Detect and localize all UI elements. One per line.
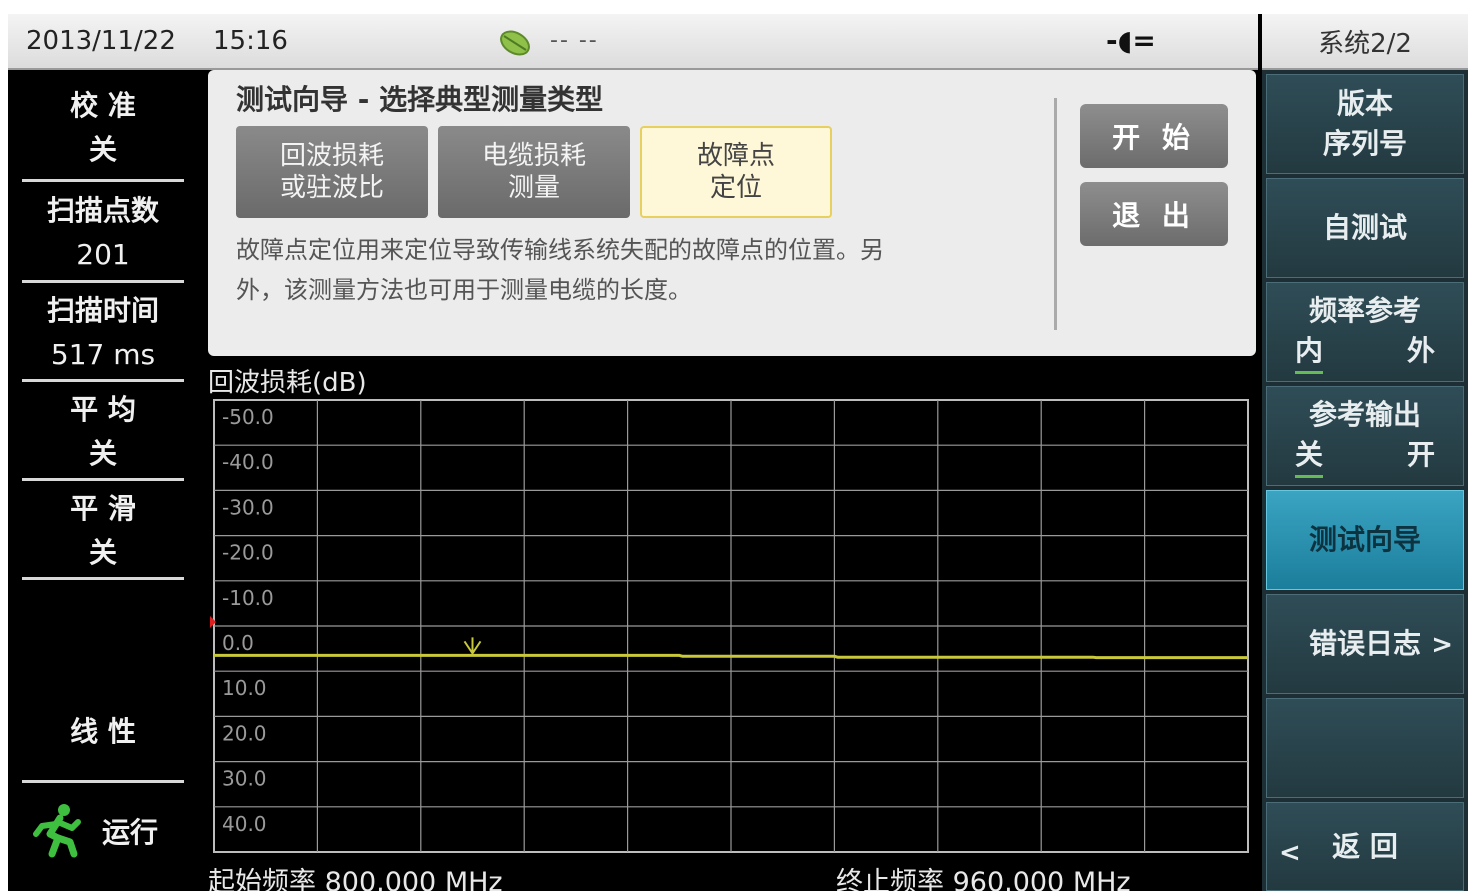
self-test-softkey[interactable]: 自测试 <box>1266 178 1464 278</box>
error-log-softkey[interactable]: 错误日志 > <box>1266 594 1464 694</box>
parameter-panel: 校 准 关 扫描点数 201 扫描时间 517 ms 平 均 关 平 滑 关 线… <box>8 72 204 891</box>
softkey-toggle: 关 开 <box>1295 435 1435 478</box>
softkey-label: 版本 <box>1336 87 1393 120</box>
y-tick-label: -20.0 <box>222 541 274 565</box>
reference-level-marker-icon <box>210 616 216 628</box>
status-bar: 2013/11/22 15:16 -- -- -◖= <box>8 14 1258 70</box>
sweep-points-param[interactable]: 扫描点数 201 <box>22 185 184 283</box>
y-tick-label: 20.0 <box>222 721 267 745</box>
option-line1: 电缆损耗 <box>481 141 586 171</box>
sweep-time-value: 517 ms <box>50 337 156 371</box>
scale-mode-label: 线 性 <box>70 715 136 748</box>
return-loss-trace <box>214 653 1248 660</box>
average-value: 关 <box>88 436 117 470</box>
fault-location-button[interactable]: 故障点 定位 <box>640 126 832 218</box>
y-axis-label: 回波损耗(dB) <box>208 368 367 398</box>
description-line1: 故障点定位用来定位导致传输线系统失配的故障点的位置。另 <box>236 236 884 264</box>
instrument-screen: 2013/11/22 15:16 -- -- -◖= 校 准 关 扫描点数 20… <box>8 14 1468 891</box>
option-line1: 回波损耗 <box>279 141 384 171</box>
y-tick-label: 30.0 <box>222 767 267 791</box>
empty-softkey[interactable] <box>1266 698 1464 798</box>
reference-output-softkey[interactable]: 参考输出 关 开 <box>1266 386 1464 486</box>
description-line2: 外，该测量方法也可用于测量电缆的长度。 <box>236 276 692 304</box>
sweep-time-label: 扫描时间 <box>46 293 159 327</box>
option-description: 故障点定位用来定位导致传输线系统失配的故障点的位置。另 外，该测量方法也可用于测… <box>236 230 1036 310</box>
y-tick-label: -50.0 <box>222 405 274 429</box>
exit-button[interactable]: 退 出 <box>1080 182 1228 246</box>
sweep-time-param[interactable]: 扫描时间 517 ms <box>22 286 184 382</box>
softkey-label: 自测试 <box>1322 211 1407 244</box>
sweep-points-value: 201 <box>76 237 130 271</box>
chevron-right-icon: > <box>1431 630 1453 660</box>
average-param[interactable]: 平 均 关 <box>22 385 184 481</box>
power-plug-icon: -◖= <box>1106 24 1156 57</box>
option-line2: 测量 <box>507 173 560 203</box>
sweep-points-label: 扫描点数 <box>46 193 159 227</box>
toggle-option-internal: 内 <box>1295 331 1324 374</box>
option-line1: 故障点 <box>696 141 775 171</box>
softkey-label: 返 回 <box>1332 829 1398 863</box>
status-dashes: -- -- <box>550 28 599 53</box>
status-time: 15:16 <box>213 26 288 56</box>
chevron-left-icon: < <box>1279 838 1301 868</box>
toggle-option-off: 关 <box>1295 435 1324 478</box>
test-wizard-dialog: 测试向导 - 选择典型测量类型 回波损耗 或驻波比 电缆损耗 测量 故障点 定位… <box>208 70 1256 356</box>
back-softkey[interactable]: < 返 回 <box>1266 802 1464 891</box>
test-wizard-softkey[interactable]: 测试向导 <box>1266 490 1464 590</box>
dialog-divider <box>1054 98 1057 330</box>
frequency-bar: 起始频率 800.000 MHz 终止频率 960.000 MHz <box>208 860 1258 891</box>
softkey-panel: 系统2/2 版本 序列号 自测试 频率参考 内 外 参考输出 关 开 测试向导 … <box>1262 14 1468 891</box>
dialog-title: 测试向导 - 选择典型测量类型 <box>236 83 604 116</box>
smoothing-label: 平 滑 <box>70 491 136 525</box>
start-frequency[interactable]: 起始频率 800.000 MHz <box>208 867 503 891</box>
toggle-option-external: 外 <box>1406 333 1435 367</box>
cable-loss-button[interactable]: 电缆损耗 测量 <box>438 126 630 218</box>
run-status[interactable]: 运行 <box>22 780 184 878</box>
return-loss-vswr-button[interactable]: 回波损耗 或驻波比 <box>236 126 428 218</box>
calibration-param[interactable]: 校 准 关 <box>22 76 184 182</box>
version-serial-softkey[interactable]: 版本 序列号 <box>1266 74 1464 174</box>
calibration-value: 关 <box>88 132 117 166</box>
y-tick-label: -30.0 <box>222 495 274 519</box>
option-line2: 定位 <box>709 173 762 203</box>
y-tick-label: -10.0 <box>222 586 274 610</box>
softkey-label: 错误日志 <box>1308 627 1421 660</box>
y-tick-label: -40.0 <box>222 450 274 474</box>
y-tick-label: 40.0 <box>222 812 267 836</box>
status-date: 2013/11/22 <box>26 26 176 56</box>
run-label: 运行 <box>102 815 159 849</box>
softkey-label: 序列号 <box>1322 127 1407 160</box>
start-button[interactable]: 开 始 <box>1080 104 1228 168</box>
y-tick-label: 0.0 <box>222 631 254 655</box>
calibration-label: 校 准 <box>70 88 136 122</box>
stop-frequency[interactable]: 终止频率 960.000 MHz <box>836 867 1131 891</box>
y-tick-label: 10.0 <box>222 676 267 700</box>
scale-mode[interactable]: 线 性 <box>22 702 184 762</box>
option-line2: 或驻波比 <box>279 173 384 203</box>
toggle-option-on: 开 <box>1406 437 1435 471</box>
softkey-label: 测试向导 <box>1308 523 1421 556</box>
average-label: 平 均 <box>70 392 136 426</box>
smoothing-value: 关 <box>88 535 117 569</box>
softkey-label: 参考输出 <box>1308 397 1421 431</box>
softkey-label: 频率参考 <box>1308 293 1421 327</box>
battery-leaf-icon <box>500 30 530 56</box>
softkey-menu-title: 系统2/2 <box>1262 14 1468 70</box>
softkey-toggle: 内 外 <box>1295 331 1435 374</box>
trace-marker-icon <box>463 637 482 656</box>
measurement-plot: -50.0 -40.0 -30.0 -20.0 -10.0 0.0 10.0 20.0 30.0… <box>210 399 1249 853</box>
freq-reference-softkey[interactable]: 频率参考 内 外 <box>1266 282 1464 382</box>
running-man-icon <box>33 803 81 857</box>
smoothing-param[interactable]: 平 滑 关 <box>22 484 184 580</box>
